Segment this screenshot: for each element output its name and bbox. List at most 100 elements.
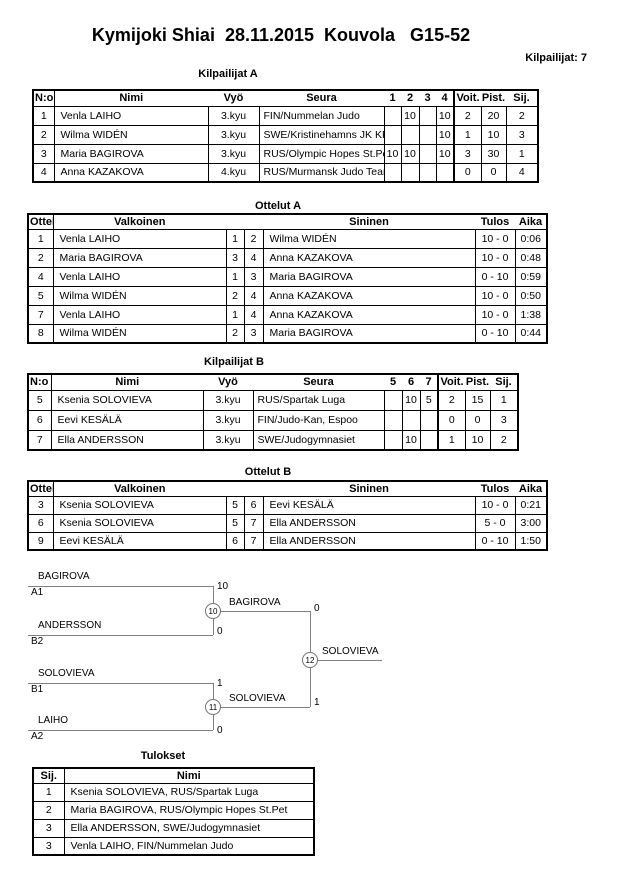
header-match-no: Ottelu — [28, 481, 54, 497]
time-cell: 1:50 — [514, 531, 548, 551]
bracket-entry-seed: A2 — [31, 731, 44, 742]
white-no-cell: 5 — [225, 495, 245, 515]
score-cell — [400, 124, 420, 145]
name-cell: Ksenia SOLOVIEVA, RUS/Spartak Luga — [63, 782, 315, 802]
name-cell: Eevi KESÄLÄ — [50, 409, 204, 431]
bracket-entry-score: 0 — [217, 725, 223, 736]
match-no-cell: 5 — [27, 285, 54, 306]
bracket-entry-name: ANDERSSON — [38, 620, 102, 631]
place-cell: 4 — [505, 162, 539, 183]
result-cell: 0 - 10 — [474, 266, 516, 287]
place-cell: 2 — [505, 105, 539, 126]
blue-no-cell: 3 — [243, 323, 264, 344]
score-cell — [418, 143, 437, 164]
header-blue: Sininen — [263, 481, 475, 497]
bracket-line — [213, 611, 310, 612]
section-title-ottelut-b: Ottelut B — [244, 466, 292, 478]
no-cell: 5 — [27, 389, 52, 411]
header-white-no — [226, 214, 244, 230]
place-cell: 3 — [32, 818, 65, 838]
score-cell: 10 — [401, 389, 421, 411]
blue-name-cell: Ella ANDERSSON — [262, 513, 476, 533]
score-cell: 10 — [400, 105, 420, 126]
belt-cell: 3.kyu — [207, 124, 260, 145]
bracket-entry-name: SOLOVIEVA — [38, 668, 95, 679]
result-cell: 0 - 10 — [474, 323, 516, 344]
belt-cell: 3.kyu — [207, 143, 260, 164]
points-cell: 30 — [480, 143, 507, 164]
score-cell: 10 — [400, 143, 420, 164]
header-name: Nimi — [64, 768, 314, 784]
no-cell: 7 — [27, 429, 52, 451]
table-row: 1 Venla LAIHO 1 2 Wilma WIDÉN 10 - 0 0:0… — [27, 228, 548, 249]
score-cell — [400, 162, 420, 183]
blue-no-cell: 3 — [243, 266, 264, 287]
header-opp-6: 6 — [402, 374, 420, 391]
wins-cell: 1 — [437, 429, 466, 451]
name-cell: Venla LAIHO, FIN/Nummelan Judo — [63, 836, 315, 856]
score-cell — [435, 162, 455, 183]
blue-no-cell: 4 — [243, 304, 264, 325]
match-no-cell: 4 — [27, 266, 54, 287]
white-name-cell: Wilma WIDÉN — [52, 285, 227, 306]
name-cell: Maria BAGIROVA, RUS/Olympic Hopes St.Pet — [63, 800, 315, 820]
blue-name-cell: Maria BAGIROVA — [262, 266, 476, 287]
header-belt: Vyö — [203, 374, 253, 391]
points-cell: 0 — [480, 162, 507, 183]
table-row: 5 Wilma WIDÉN 2 4 Anna KAZAKOVA 10 - 0 0… — [27, 285, 548, 306]
header-place: Sij. — [33, 768, 65, 784]
table-row: 2 Maria BAGIROVA 3 4 Anna KAZAKOVA 10 - … — [27, 247, 548, 268]
table-row: 7 Venla LAIHO 1 4 Anna KAZAKOVA 10 - 0 1… — [27, 304, 548, 325]
place-cell: 3 — [489, 409, 519, 431]
club-cell: FIN/Judo-Kan, Espoo — [252, 409, 385, 431]
no-cell: 4 — [32, 162, 55, 183]
blue-name-cell: Ella ANDERSSON — [262, 531, 476, 551]
bracket-entry-seed: A1 — [31, 587, 44, 598]
score-cell — [419, 409, 439, 431]
bracket-line — [213, 707, 310, 708]
section-title-kilpailijat-a: Kilpailijat A — [198, 68, 258, 80]
result-cell: 10 - 0 — [474, 247, 516, 268]
result-cell: 10 - 0 — [474, 285, 516, 306]
score-cell — [383, 389, 403, 411]
table-row: 4 Anna KAZAKOVA 4.kyu RUS/Murmansk Judo … — [32, 162, 539, 183]
bracket-connector — [310, 660, 311, 707]
table-row: 3 Ksenia SOLOVIEVA 5 6 Eevi KESÄLÄ 10 - … — [27, 495, 548, 515]
no-cell: 3 — [32, 143, 55, 164]
table-row: 2 Maria BAGIROVA, RUS/Olympic Hopes St.P… — [32, 800, 315, 820]
place-cell: 1 — [32, 782, 65, 802]
wins-cell: 3 — [453, 143, 482, 164]
white-no-cell: 1 — [225, 304, 245, 325]
header-opp-3: 3 — [419, 90, 436, 107]
time-cell: 1:38 — [514, 304, 548, 325]
table-row: 8 Wilma WIDÉN 2 3 Maria BAGIROVA 0 - 10 … — [27, 323, 548, 344]
score-cell — [419, 429, 439, 451]
ottelut-a-table: Ottelu Valkoinen Sininen Tulos Aika 1 Ve… — [27, 213, 548, 344]
white-no-cell: 2 — [225, 323, 245, 344]
header-club: Seura — [253, 374, 384, 391]
place-cell: 2 — [32, 800, 65, 820]
table-row: 5 Ksenia SOLOVIEVA 3.kyu RUS/Spartak Lug… — [27, 389, 519, 411]
wins-cell: 1 — [453, 124, 482, 145]
kilpailijat-b-table: N:o Nimi Vyö Seura 5 6 7 Voit. Pist. Sij… — [27, 373, 519, 451]
score-cell — [401, 409, 421, 431]
match-no-cell: 3 — [27, 495, 54, 515]
bracket-entry-score: 0 — [217, 626, 223, 637]
no-cell: 1 — [32, 105, 55, 126]
name-cell: Wilma WIDÉN — [53, 124, 209, 145]
table-row: 3 Maria BAGIROVA 3.kyu RUS/Olympic Hopes… — [32, 143, 539, 164]
time-cell: 0:50 — [514, 285, 548, 306]
header-match-no: Ottelu — [28, 214, 54, 230]
bracket-winner-score: 0 — [314, 603, 320, 614]
result-cell: 10 - 0 — [474, 228, 516, 249]
section-title-tulokset: Tulokset — [140, 750, 186, 762]
bracket-entry-score: 10 — [217, 581, 229, 592]
table-row: 1 Venla LAIHO 3.kyu FIN/Nummelan Judo 10… — [32, 105, 539, 126]
name-cell: Ella ANDERSSON — [50, 429, 204, 451]
time-cell: 0:59 — [514, 266, 548, 287]
score-cell: 10 — [435, 124, 455, 145]
score-cell — [383, 124, 402, 145]
wins-cell: 2 — [453, 105, 482, 126]
name-cell: Maria BAGIROVA — [53, 143, 209, 164]
